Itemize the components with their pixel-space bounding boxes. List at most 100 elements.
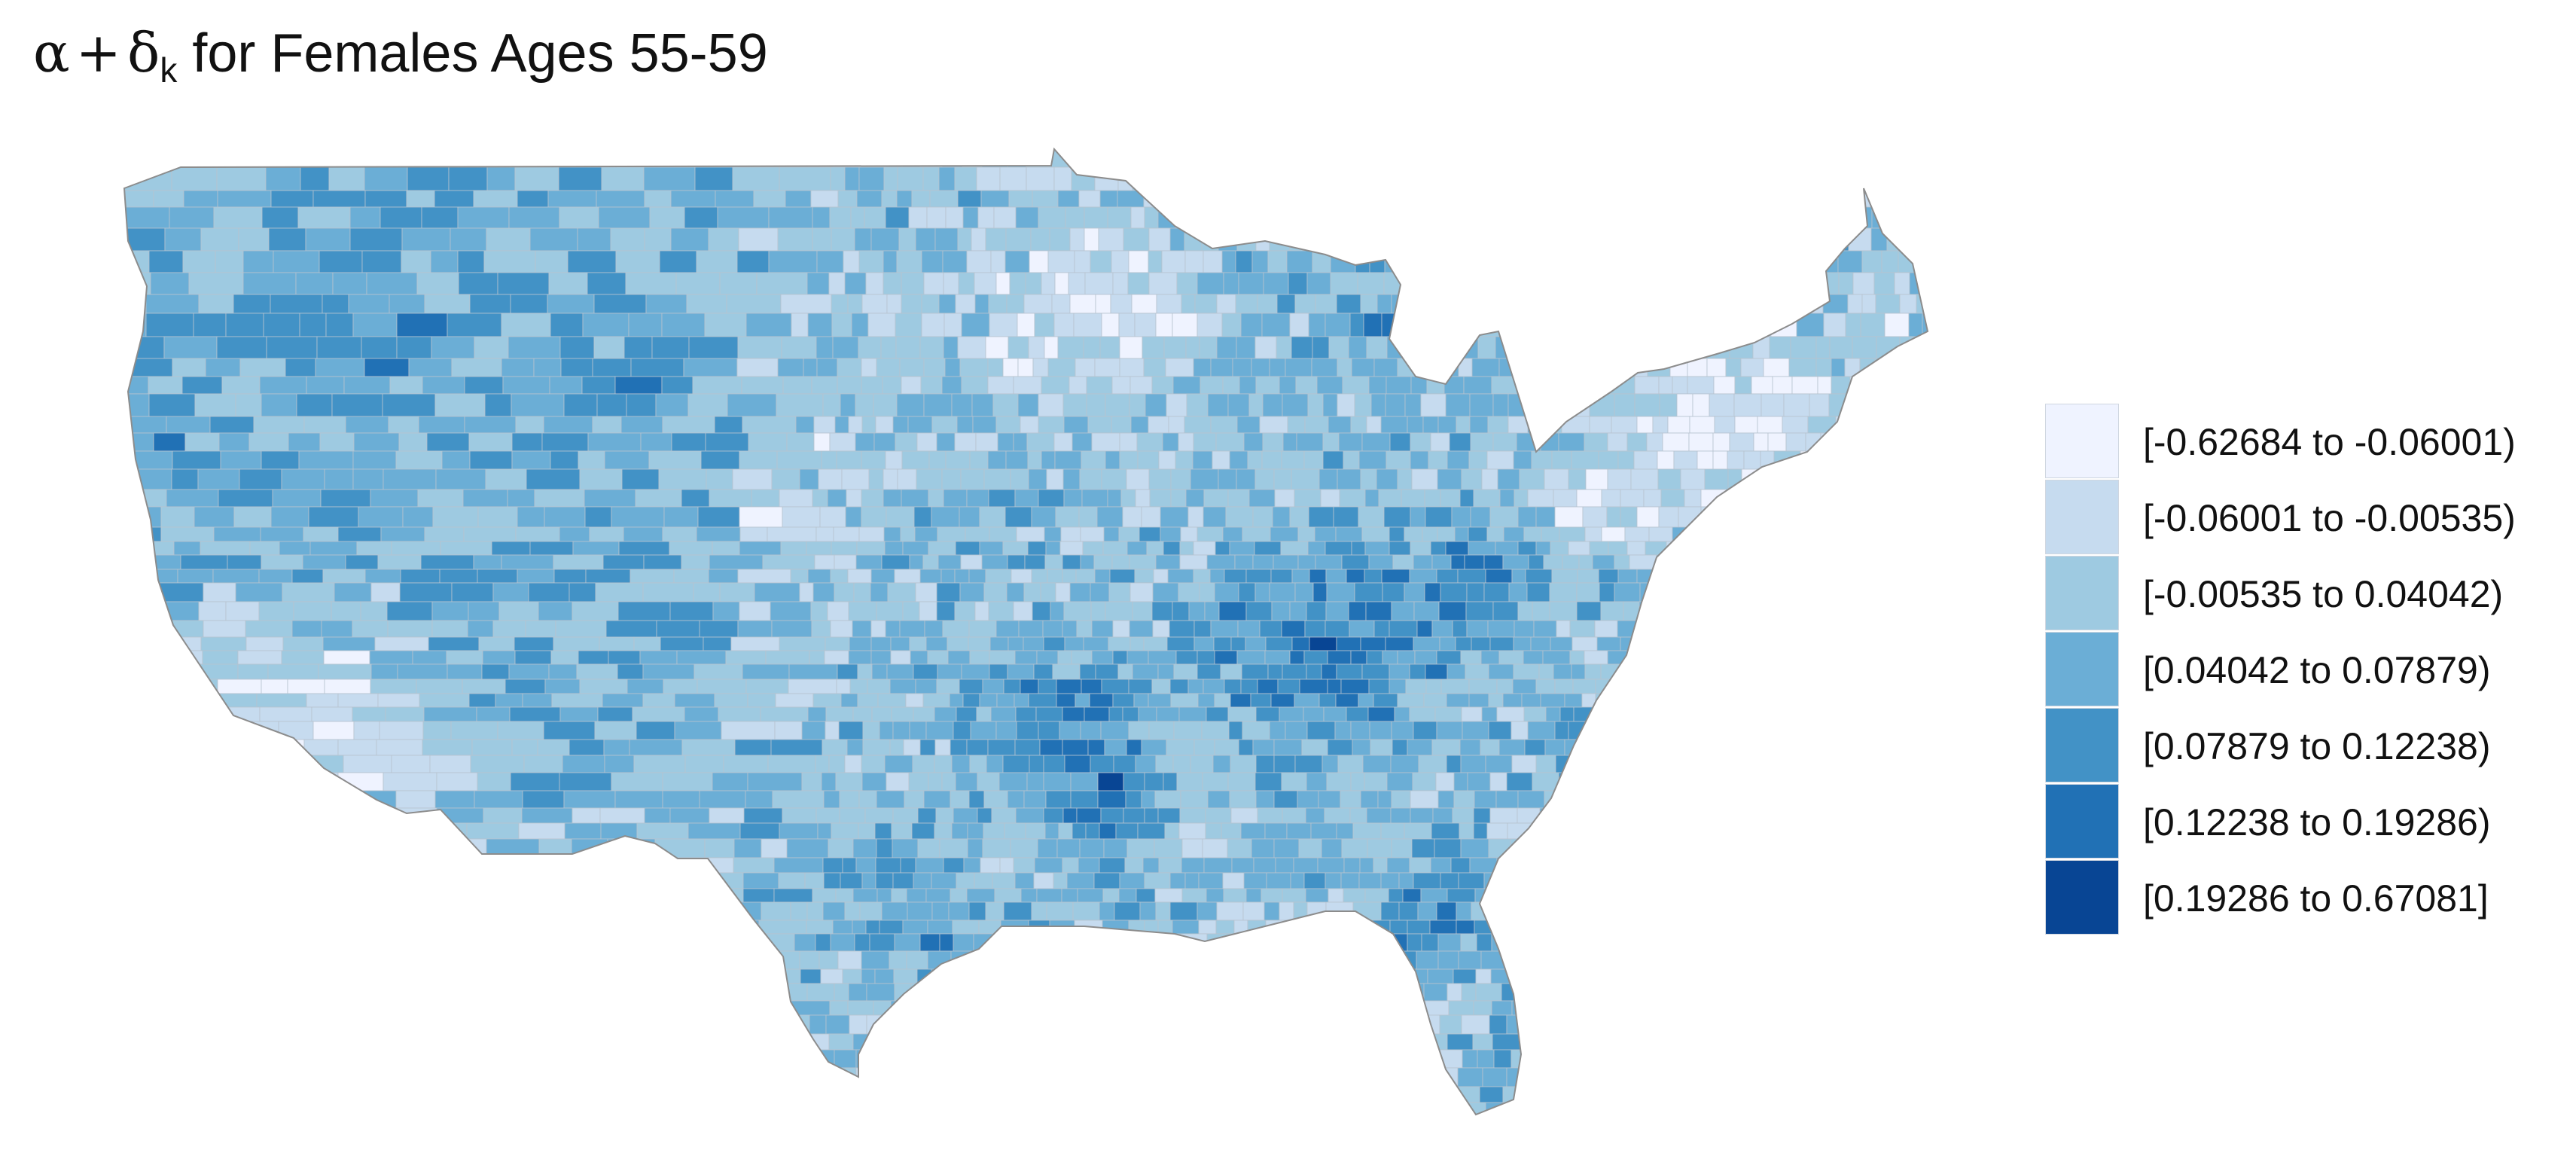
county-polygon bbox=[1639, 601, 1660, 621]
county-polygon bbox=[1727, 450, 1745, 470]
county-polygon bbox=[265, 166, 301, 191]
legend-swatch bbox=[2045, 784, 2119, 859]
county-polygon bbox=[742, 888, 775, 903]
county-polygon bbox=[497, 272, 550, 295]
county-polygon bbox=[1355, 250, 1370, 273]
county-polygon bbox=[1655, 920, 1679, 935]
county-polygon bbox=[896, 190, 913, 208]
county-polygon bbox=[1061, 888, 1078, 903]
county-polygon bbox=[1425, 663, 1448, 680]
county-polygon bbox=[1724, 693, 1739, 708]
county-polygon bbox=[1797, 272, 1812, 295]
county-polygon bbox=[1908, 569, 1928, 584]
county-polygon bbox=[1111, 1102, 1126, 1115]
county-polygon bbox=[1607, 901, 1632, 921]
county-polygon bbox=[989, 526, 1017, 542]
county-polygon bbox=[1849, 166, 1878, 191]
county-polygon bbox=[1212, 950, 1239, 970]
county-polygon bbox=[1810, 1102, 1828, 1115]
county-polygon bbox=[1822, 968, 1837, 984]
county-polygon bbox=[1929, 469, 1956, 490]
county-polygon bbox=[1334, 149, 1357, 168]
county-polygon bbox=[1873, 376, 1895, 395]
county-polygon bbox=[1809, 554, 1826, 570]
county-polygon bbox=[861, 489, 884, 508]
county-polygon bbox=[1873, 272, 1895, 295]
county-polygon bbox=[1386, 857, 1410, 874]
county-polygon bbox=[1207, 393, 1229, 417]
county-polygon bbox=[256, 693, 307, 708]
county-polygon bbox=[1481, 706, 1498, 722]
county-polygon bbox=[1436, 569, 1459, 584]
county-polygon bbox=[967, 838, 983, 859]
county-polygon bbox=[1033, 950, 1062, 970]
county-polygon bbox=[1827, 1102, 1852, 1115]
county-polygon bbox=[1791, 1014, 1819, 1035]
county-polygon bbox=[1158, 857, 1182, 874]
county-polygon bbox=[1594, 721, 1614, 740]
county-polygon bbox=[1596, 149, 1625, 168]
county-polygon bbox=[336, 822, 391, 840]
county-polygon bbox=[1262, 393, 1283, 417]
county-polygon bbox=[334, 888, 375, 903]
county-polygon bbox=[727, 393, 777, 417]
county-polygon bbox=[1719, 190, 1742, 208]
county-polygon bbox=[656, 620, 700, 638]
county-polygon bbox=[1619, 663, 1645, 680]
county-polygon bbox=[514, 650, 552, 665]
county-polygon bbox=[374, 636, 429, 651]
county-polygon bbox=[1865, 739, 1885, 756]
county-polygon bbox=[1437, 790, 1455, 809]
county-polygon bbox=[804, 872, 825, 889]
county-polygon bbox=[203, 620, 246, 638]
county-polygon bbox=[200, 872, 248, 889]
county-polygon bbox=[623, 336, 653, 359]
county-polygon bbox=[592, 358, 632, 377]
county-polygon bbox=[1714, 416, 1736, 434]
county-polygon bbox=[905, 693, 924, 708]
county-polygon bbox=[1229, 790, 1257, 809]
county-polygon bbox=[1826, 739, 1852, 756]
county-polygon bbox=[1066, 1033, 1093, 1051]
county-polygon bbox=[1348, 601, 1367, 621]
county-polygon bbox=[985, 227, 1007, 252]
county-polygon bbox=[1350, 650, 1367, 665]
county-polygon bbox=[1093, 872, 1120, 889]
county-polygon bbox=[1818, 901, 1835, 921]
county-polygon bbox=[1783, 920, 1810, 935]
county-polygon bbox=[649, 206, 685, 229]
county-polygon bbox=[1709, 772, 1727, 791]
county-polygon bbox=[995, 620, 1020, 638]
county-polygon bbox=[1156, 706, 1180, 722]
county-polygon bbox=[1224, 1067, 1245, 1087]
county-polygon bbox=[1247, 450, 1263, 470]
county-polygon bbox=[667, 920, 720, 935]
county-polygon bbox=[1323, 706, 1347, 722]
county-polygon bbox=[751, 489, 780, 508]
county-polygon bbox=[1885, 790, 1907, 809]
county-polygon bbox=[1255, 755, 1275, 773]
county-polygon bbox=[1864, 950, 1886, 970]
county-polygon bbox=[1864, 650, 1885, 665]
county-polygon bbox=[1519, 376, 1541, 395]
county-polygon bbox=[1912, 679, 1928, 694]
county-polygon bbox=[1440, 294, 1467, 314]
county-polygon bbox=[1758, 1102, 1784, 1115]
county-polygon bbox=[1553, 888, 1574, 903]
county-polygon bbox=[1026, 432, 1055, 452]
county-polygon bbox=[389, 822, 441, 840]
county-polygon bbox=[365, 1067, 398, 1087]
county-polygon bbox=[1794, 857, 1812, 874]
county-polygon bbox=[876, 358, 901, 377]
county-polygon bbox=[411, 1033, 459, 1051]
county-polygon bbox=[706, 888, 744, 903]
county-polygon bbox=[976, 968, 997, 984]
county-polygon bbox=[895, 313, 922, 337]
county-polygon bbox=[832, 336, 859, 359]
county-polygon bbox=[1033, 663, 1053, 680]
county-polygon bbox=[441, 450, 471, 470]
county-polygon bbox=[1886, 601, 1913, 621]
county-polygon bbox=[390, 857, 433, 874]
county-polygon bbox=[1035, 1000, 1062, 1016]
county-polygon bbox=[1825, 933, 1840, 952]
